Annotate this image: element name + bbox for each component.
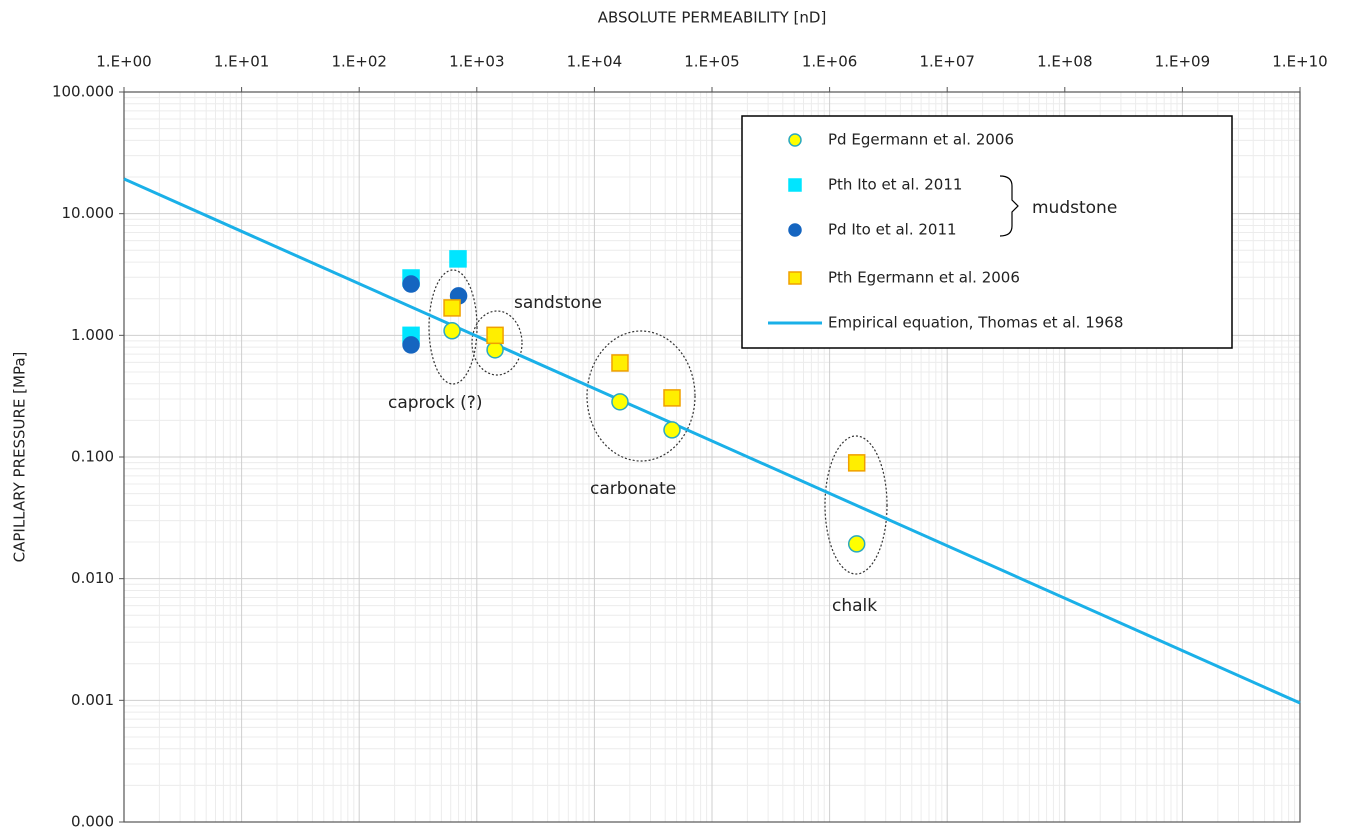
point <box>443 322 461 340</box>
ellipse <box>428 269 478 385</box>
y-tick-label: 0.010 <box>71 569 114 587</box>
legend-swatch <box>788 133 802 147</box>
legend-swatch <box>788 271 802 285</box>
point <box>663 421 681 439</box>
y-tick-label: 10.000 <box>62 204 115 222</box>
trend-line <box>123 177 1301 705</box>
ellipse <box>471 310 523 376</box>
x-tick-label: 1.E+10 <box>1272 53 1327 71</box>
legend-label: Pth Egermann et al. 2006 <box>828 269 1020 287</box>
data <box>123 177 1301 705</box>
y-tick-label: 1.000 <box>71 326 114 344</box>
legend-label: Pth Ito et al. 2011 <box>828 176 962 194</box>
x-tick-label: 1.E+00 <box>96 53 151 71</box>
y-tick-label: 0.001 <box>71 691 114 709</box>
plot-frame <box>123 91 1301 823</box>
x-tick-label: 1.E+08 <box>1037 53 1092 71</box>
point <box>449 250 467 268</box>
x-tick-label: 1.E+06 <box>802 53 857 71</box>
x-tick-label: 1.E+02 <box>331 53 386 71</box>
point <box>847 454 866 472</box>
grid <box>119 87 1301 823</box>
x-tick-label: 1.E+07 <box>919 53 974 71</box>
annotation: carbonate <box>590 479 676 499</box>
point <box>611 354 629 372</box>
legend-label: Empirical equation, Thomas et al. 1968 <box>828 314 1123 332</box>
x-tick-label: 1.E+04 <box>567 53 622 71</box>
y-tick-label: 0.100 <box>71 448 114 466</box>
point <box>486 326 504 345</box>
point <box>663 389 681 407</box>
legend: mudstone Pd Egermann et al. 2006 Pth Ito … <box>741 115 1233 349</box>
legend-swatch <box>788 223 802 237</box>
legend-bracket <box>999 175 1019 237</box>
x-tick-label: 1.E+09 <box>1155 53 1210 71</box>
point <box>847 535 866 553</box>
annotation: sandstone <box>514 293 602 313</box>
legend-label: Pd Ito et al. 2011 <box>828 221 957 239</box>
x-tick-label: 1.E+05 <box>684 53 739 71</box>
y-tick-label: 0.000 <box>71 813 114 831</box>
annotation: caprock (?) <box>388 393 482 413</box>
ellipse <box>824 435 888 575</box>
point <box>402 336 420 354</box>
ellipse <box>586 330 696 462</box>
point <box>402 275 420 293</box>
legend-box <box>741 115 1233 349</box>
legend-swatch <box>788 178 802 192</box>
x-tick-label: 1.E+03 <box>449 53 504 71</box>
annotation: chalk <box>832 596 877 616</box>
y-axis-label: CAPILLARY PRESSURE [MPa] <box>11 352 29 563</box>
group-ellipses <box>428 269 888 575</box>
legend-group-label: mudstone <box>1032 198 1117 218</box>
legend-label: Pd Egermann et al. 2006 <box>828 131 1014 149</box>
x-axis-label: ABSOLUTE PERMEABILITY [nD] <box>598 9 827 27</box>
x-tick-label: 1.E+01 <box>214 53 269 71</box>
point <box>611 393 629 411</box>
y-tick-label: 100.000 <box>52 83 114 101</box>
point <box>486 341 504 359</box>
point <box>443 299 461 317</box>
